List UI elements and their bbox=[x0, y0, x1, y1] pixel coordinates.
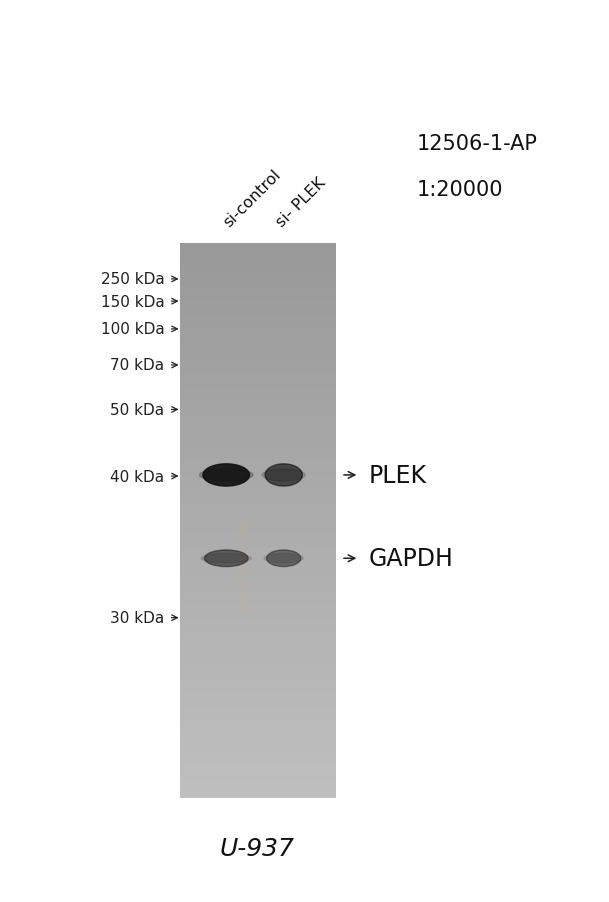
Ellipse shape bbox=[267, 550, 301, 567]
Text: GAPDH: GAPDH bbox=[368, 547, 453, 571]
Ellipse shape bbox=[262, 469, 305, 482]
Ellipse shape bbox=[264, 554, 303, 563]
Text: si- PLEK: si- PLEK bbox=[273, 175, 328, 230]
Ellipse shape bbox=[205, 550, 248, 567]
Text: U-937: U-937 bbox=[220, 836, 295, 860]
Text: www.PTGAB.COM: www.PTGAB.COM bbox=[240, 520, 250, 611]
Ellipse shape bbox=[200, 469, 253, 482]
Text: 40 kDa: 40 kDa bbox=[110, 469, 164, 484]
Text: 1:20000: 1:20000 bbox=[417, 179, 504, 199]
Text: 70 kDa: 70 kDa bbox=[110, 358, 164, 373]
Ellipse shape bbox=[265, 465, 302, 486]
Text: si-control: si-control bbox=[220, 167, 283, 230]
Text: 50 kDa: 50 kDa bbox=[110, 402, 164, 418]
Text: 30 kDa: 30 kDa bbox=[110, 611, 164, 625]
Text: 150 kDa: 150 kDa bbox=[100, 294, 164, 309]
Ellipse shape bbox=[201, 554, 252, 563]
Text: 12506-1-AP: 12506-1-AP bbox=[417, 134, 538, 154]
Text: 250 kDa: 250 kDa bbox=[100, 272, 164, 287]
Text: PLEK: PLEK bbox=[368, 464, 426, 487]
Ellipse shape bbox=[203, 465, 250, 486]
Text: 100 kDa: 100 kDa bbox=[100, 322, 164, 337]
